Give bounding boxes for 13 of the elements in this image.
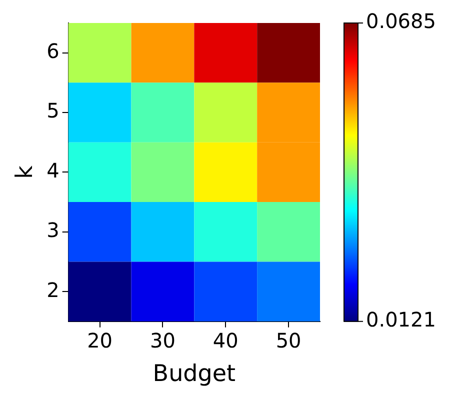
x-tick-label: 50 [276, 328, 302, 353]
x-axis-title: Budget [152, 361, 236, 388]
y-axis-title: k [12, 164, 38, 179]
y-tick-label: 5 [46, 98, 60, 123]
y-tick-label: 6 [46, 39, 60, 64]
y-tick-label: 4 [46, 158, 60, 182]
x-tick-label: 40 [212, 328, 238, 353]
y-tick-label: 2 [46, 278, 60, 302]
x-tick-label: 30 [150, 328, 176, 353]
color-bar-label: 0.0685 [366, 9, 436, 34]
x-tick-label: 20 [87, 328, 113, 353]
y-tick-label: 3 [46, 218, 60, 242]
color-bar-label: 0.0121 [366, 308, 436, 332]
